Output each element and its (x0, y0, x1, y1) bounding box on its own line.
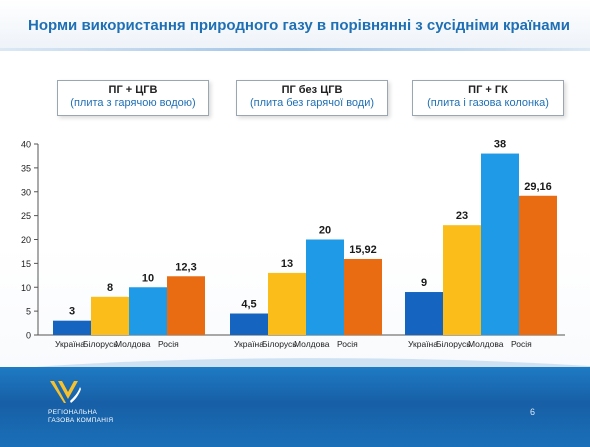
slide-title: Норми використання природного газу в пор… (28, 17, 570, 34)
group-1-subtitle: (плита з гарячою водою) (70, 97, 196, 109)
group-2-title: ПГ без ЦГВ (281, 84, 343, 96)
title-bar: Норми використання природного газу в пор… (0, 0, 590, 48)
data-label-3-4: 29,16 (524, 181, 552, 193)
bar-chart: 0510152025303540381012,3УкраїнаБілорусьМ… (21, 139, 565, 349)
data-label-1-2: 8 (107, 282, 113, 294)
category-label-2-1: Україна (234, 339, 264, 349)
bar-2-3 (306, 239, 344, 335)
bar-1-3 (129, 287, 167, 335)
category-label-1-4: Росія (158, 339, 179, 349)
group-1-title: ПГ + ЦГВ (108, 84, 158, 96)
y-tick-label: 35 (21, 163, 31, 173)
group-box-3: ПГ + ГК (плита і газова колонка) (412, 80, 564, 116)
data-label-3-3: 38 (494, 139, 506, 151)
category-label-3-4: Росія (511, 339, 532, 349)
group-3-title: ПГ + ГК (468, 84, 508, 96)
bar-1-4 (167, 276, 205, 335)
data-label-2-4: 15,92 (349, 244, 377, 256)
category-label-2-3: Молдова (294, 339, 330, 349)
y-tick-label: 10 (21, 283, 31, 293)
bar-2-1 (230, 313, 268, 335)
bar-3-2 (443, 225, 481, 335)
y-tick-label: 40 (21, 140, 31, 150)
footer-band (0, 367, 590, 447)
data-label-1-3: 10 (142, 272, 154, 284)
bar-3-4 (519, 195, 557, 335)
y-tick-label: 25 (21, 211, 31, 221)
category-label-2-2: Білорусь (262, 339, 297, 349)
y-tick-label: 30 (21, 187, 31, 197)
group-box-2: ПГ без ЦГВ (плита без гарячої води) (236, 80, 388, 116)
page-number: 6 (530, 407, 536, 417)
group-3-subtitle: (плита і газова колонка) (427, 97, 549, 109)
data-label-2-3: 20 (319, 225, 331, 237)
category-label-3-2: Білорусь (436, 339, 471, 349)
bar-1-1 (53, 320, 91, 335)
company-name: РЕГІОНАЛЬНА ГАЗОВА КОМПАНІЯ (48, 409, 113, 425)
category-label-3-1: Україна (408, 339, 438, 349)
category-label-1-2: Білорусь (83, 339, 118, 349)
title-divider (0, 48, 590, 51)
bar-3-1 (405, 292, 443, 335)
bar-1-2 (91, 296, 129, 335)
category-label-3-3: Молдова (468, 339, 504, 349)
group-2-subtitle: (плита без гарячої води) (249, 97, 375, 109)
group-box-1: ПГ + ЦГВ (плита з гарячою водою) (57, 80, 209, 116)
data-label-3-2: 23 (456, 210, 468, 222)
data-label-1-4: 12,3 (175, 261, 196, 273)
y-tick-label: 15 (21, 259, 31, 269)
category-label-1-1: Україна (55, 339, 85, 349)
y-tick-label: 5 (26, 307, 31, 317)
data-label-3-1: 9 (421, 277, 427, 289)
y-tick-label: 20 (21, 235, 31, 245)
bar-2-4 (344, 258, 382, 335)
bar-2-2 (268, 272, 306, 335)
company-name-line-1: РЕГІОНАЛЬНА (48, 409, 98, 416)
data-label-1-1: 3 (69, 306, 75, 318)
company-logo-icon (50, 381, 81, 403)
company-name-line-2: ГАЗОВА КОМПАНІЯ (48, 417, 114, 424)
bar-3-3 (481, 153, 519, 335)
category-label-1-3: Молдова (115, 339, 151, 349)
data-label-2-2: 13 (281, 258, 293, 270)
data-label-2-1: 4,5 (241, 299, 256, 311)
category-label-2-4: Росія (337, 339, 358, 349)
y-tick-label: 0 (26, 331, 31, 341)
